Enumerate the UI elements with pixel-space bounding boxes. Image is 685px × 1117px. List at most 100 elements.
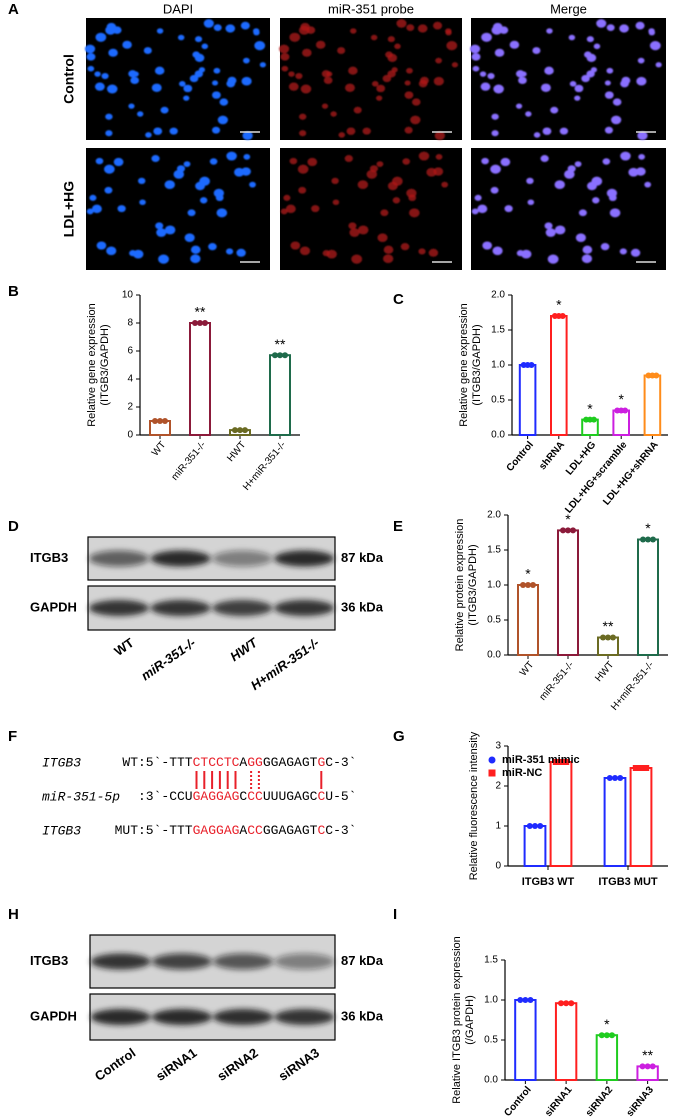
cell [311, 205, 320, 213]
cell [383, 254, 394, 264]
row-label: LDL+HG [61, 181, 77, 238]
data-point [570, 527, 576, 534]
cell [404, 80, 411, 86]
cell [371, 81, 379, 87]
data-point [558, 759, 564, 765]
x-tick-label: LDL+HG+shRNA [601, 440, 660, 508]
cell [472, 65, 480, 72]
cell [609, 208, 621, 218]
bar [189, 322, 211, 436]
sequence-segment: MUT:5`-TTT [115, 823, 193, 838]
sequence-segment: CTCCTC [193, 755, 240, 770]
cell [411, 98, 421, 106]
cell [376, 84, 386, 93]
cell [300, 84, 312, 94]
data-point [603, 1032, 610, 1039]
cell [366, 169, 378, 179]
data-point [565, 527, 571, 534]
cell [636, 76, 647, 86]
cell [592, 197, 600, 204]
cell [179, 81, 186, 87]
cell [544, 222, 553, 230]
cell [164, 225, 176, 235]
cell [350, 28, 357, 34]
cell [183, 161, 191, 167]
cell [490, 186, 499, 194]
cell [435, 57, 442, 64]
cell [208, 243, 217, 251]
cell [283, 194, 291, 201]
lane-label: HWT [227, 634, 261, 664]
cell [307, 157, 318, 167]
y-tick-label: 1.0 [491, 360, 505, 371]
cell [581, 254, 593, 264]
cell [396, 19, 407, 28]
data-point [650, 536, 656, 543]
cell [376, 95, 383, 101]
data-point [644, 1063, 651, 1070]
cell [298, 186, 307, 194]
bar [554, 1002, 578, 1082]
sequence: WT:5`-TTTCTCCTCAGGGGAGAGTGC-3` [122, 755, 356, 770]
band [213, 1009, 274, 1025]
data-point [528, 362, 535, 368]
y-axis-label: Relative protein expression [454, 519, 466, 652]
cell [299, 113, 307, 120]
bar [643, 374, 662, 436]
cell [177, 34, 185, 41]
cell [351, 254, 363, 264]
cell [108, 48, 118, 57]
column-header: Merge [550, 1, 587, 16]
cell [95, 157, 104, 165]
bar [517, 584, 539, 656]
cell [409, 208, 420, 218]
sequence-segment: CC [247, 823, 263, 838]
sequence-segment: GGAGAGT [263, 755, 318, 770]
x-tick-label: HWT [593, 660, 616, 685]
cell [604, 91, 614, 99]
cell [554, 225, 566, 235]
cell [357, 180, 369, 190]
cell [385, 51, 393, 58]
cell [348, 222, 357, 230]
cell [433, 21, 443, 30]
cell [357, 225, 369, 235]
cell [106, 246, 117, 256]
bar [612, 409, 631, 436]
cell [518, 76, 527, 85]
cell [574, 95, 581, 101]
sequence-segment: C-3` [325, 823, 356, 838]
y-tick-label: 1.5 [491, 325, 505, 336]
cell [128, 103, 135, 109]
bar [269, 354, 291, 437]
cell [130, 76, 139, 85]
data-point [237, 427, 243, 434]
x-tick-label: H+miR-351-/- [609, 660, 656, 713]
sequence: :3`-CCUGAGGAGCCCUUUGAGCCU-5` [138, 789, 356, 804]
cell [606, 24, 615, 31]
cell [156, 228, 167, 237]
cell [219, 98, 229, 106]
cell [376, 161, 384, 167]
data-point [157, 418, 163, 424]
cell [184, 233, 195, 242]
cell [209, 158, 218, 165]
cell [515, 103, 523, 109]
cell [619, 24, 629, 33]
cell [377, 233, 388, 242]
cell [619, 248, 627, 255]
cell [105, 130, 113, 137]
data-point [525, 582, 531, 588]
band [213, 953, 274, 970]
cell [183, 95, 190, 101]
cell [418, 248, 426, 255]
cell [190, 254, 201, 264]
data-point [653, 372, 660, 379]
sequence-segment: A [239, 755, 247, 770]
micrograph [86, 18, 270, 140]
cell [87, 65, 95, 72]
cell [402, 158, 411, 165]
data-point [598, 1032, 605, 1039]
cell [400, 243, 410, 251]
data-point [152, 418, 158, 424]
